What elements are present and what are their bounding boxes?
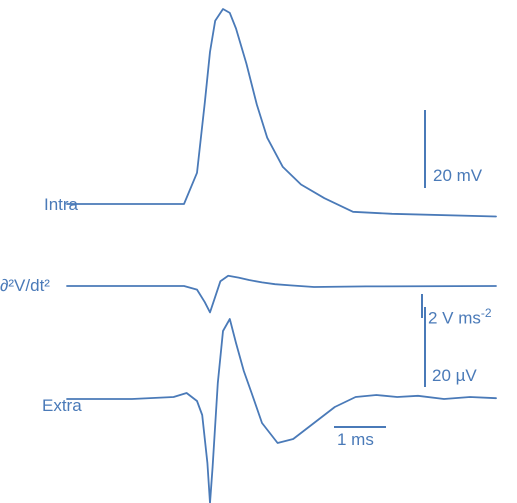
traces-group <box>66 8 497 503</box>
intra-trace <box>66 8 497 218</box>
time-scale-label: 1 ms <box>337 430 374 449</box>
extra-scale-label: 20 µV <box>432 366 477 385</box>
d2v-scale-exponent: -2 <box>480 306 492 320</box>
intra-trace-label: Intra <box>44 195 79 214</box>
d2v-scale-text: 2 V ms <box>428 308 481 328</box>
d2v-trace <box>66 274 497 314</box>
extra-trace <box>66 318 497 503</box>
extra-trace-label: Extra <box>42 396 82 415</box>
scale-bars-group <box>334 110 426 428</box>
d2v-scale-label: 2 V ms-2 <box>428 307 492 327</box>
d2v-trace-label: ∂²V/dt² <box>0 276 50 295</box>
intra-scale-label: 20 mV <box>433 166 483 185</box>
